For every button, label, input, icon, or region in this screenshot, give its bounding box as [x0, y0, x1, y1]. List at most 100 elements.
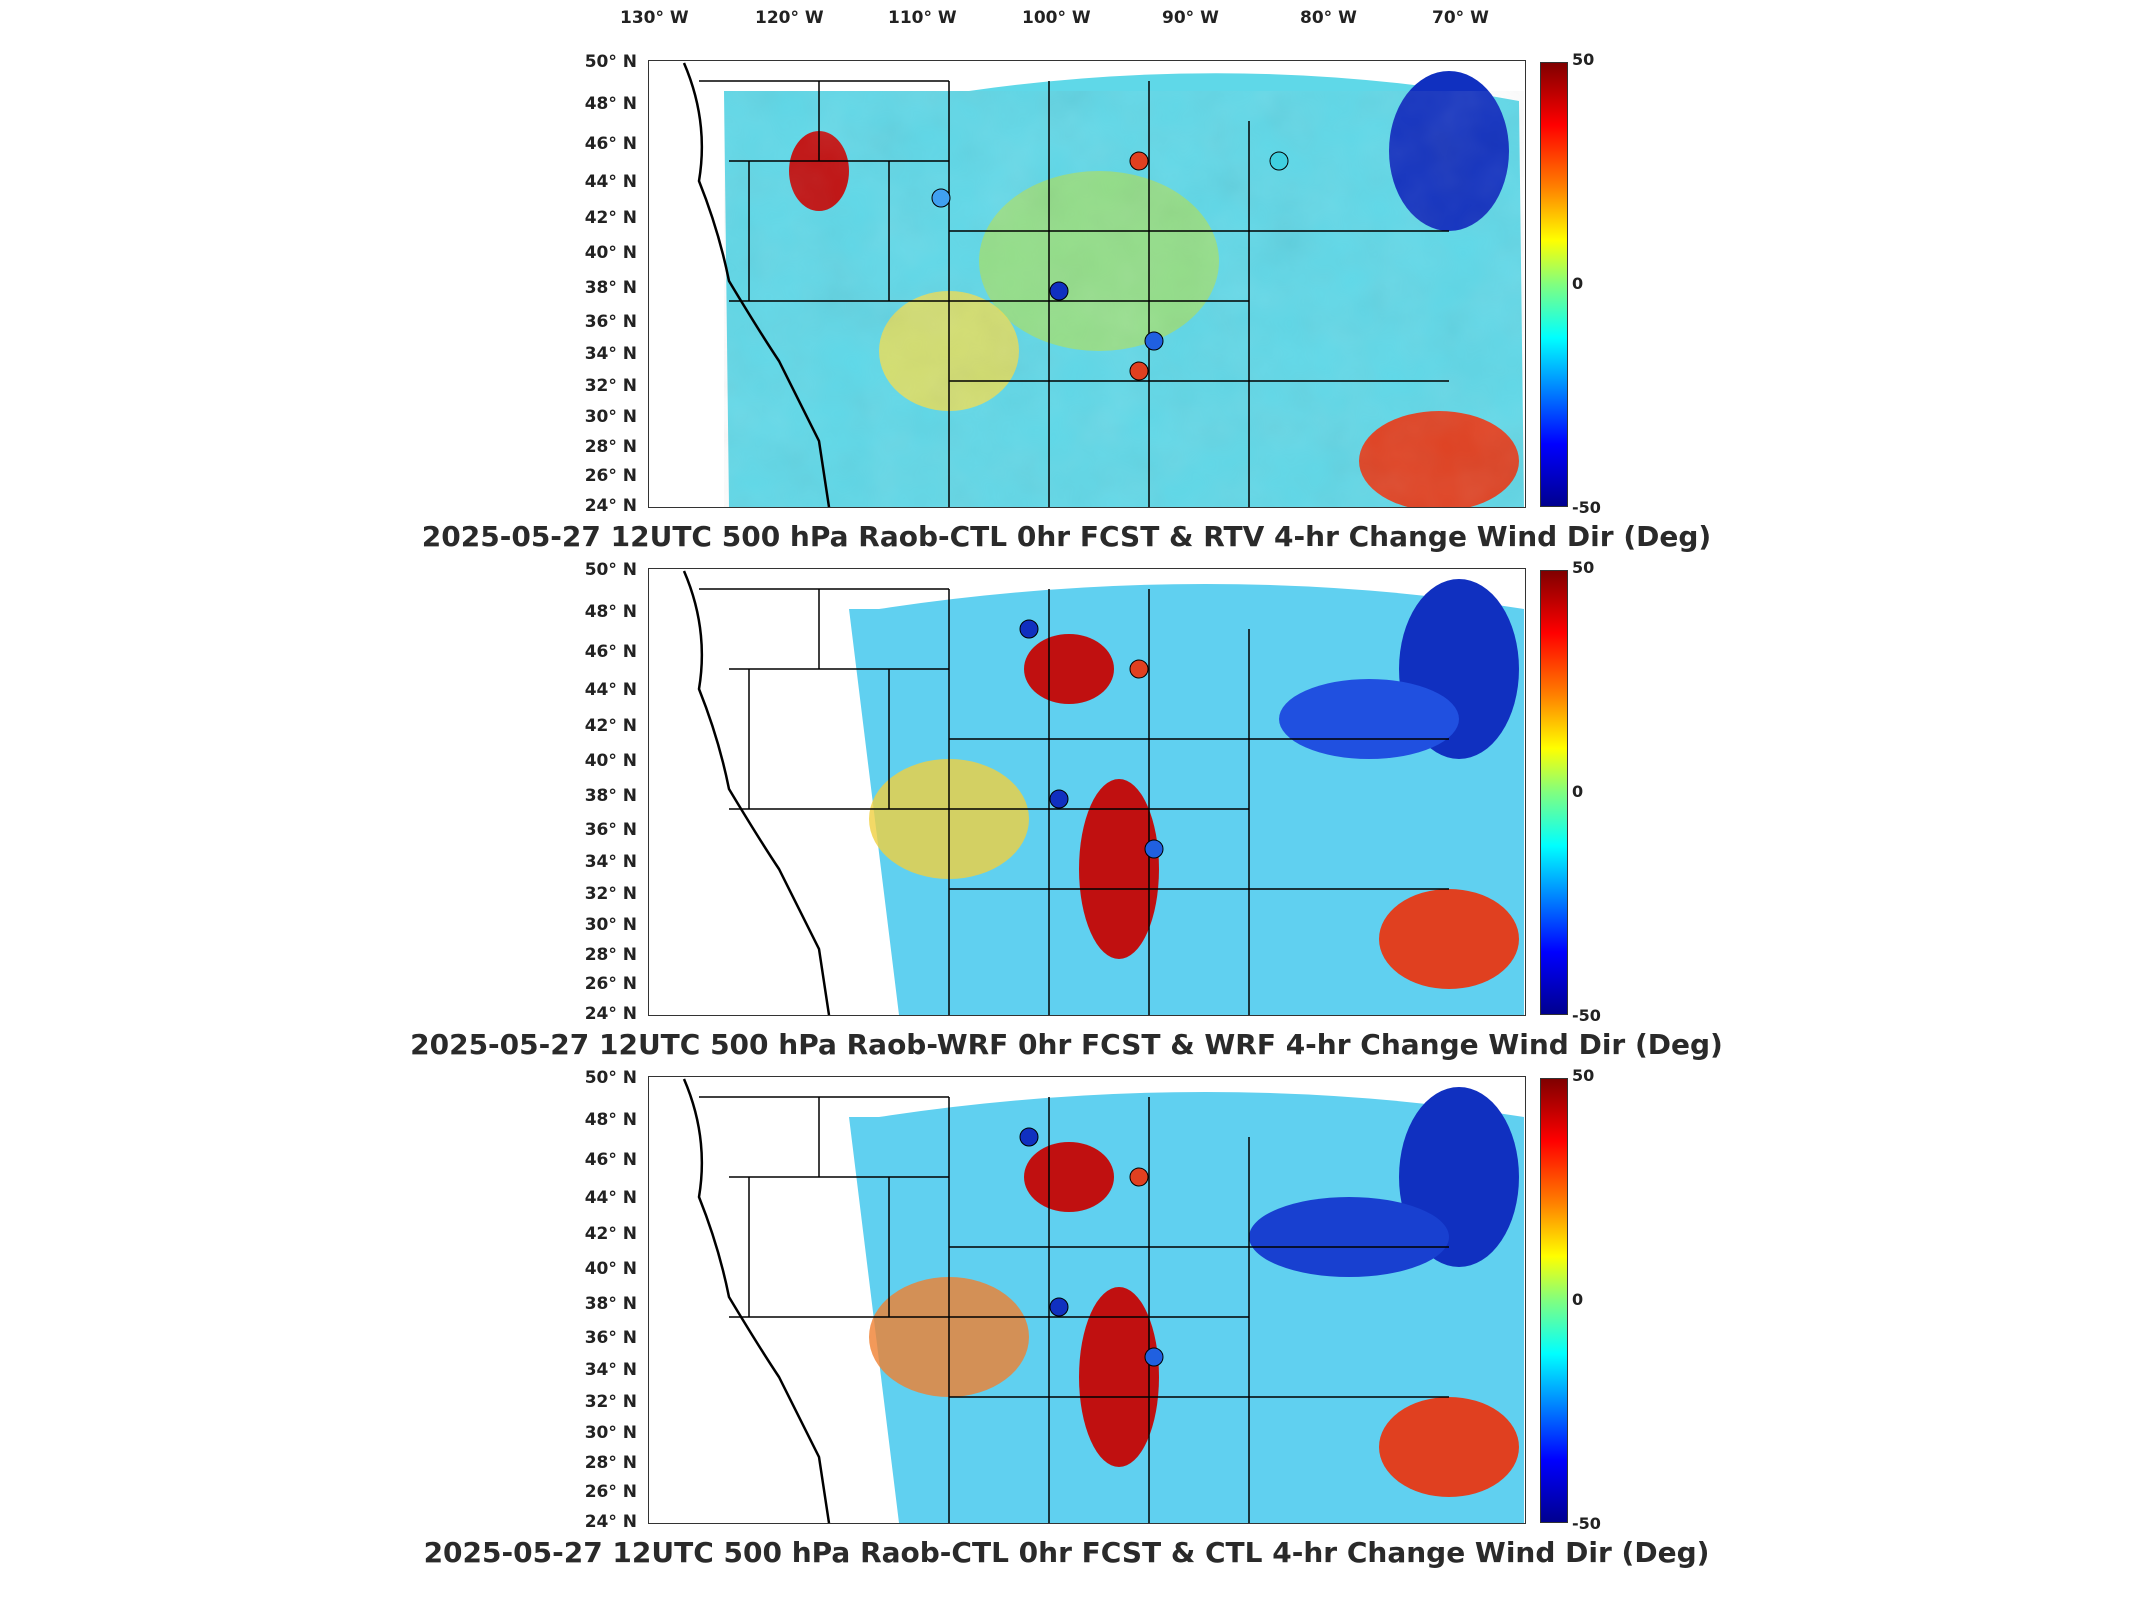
positive-anomaly: [1379, 889, 1519, 989]
positive-anomaly: [1079, 779, 1159, 959]
positive-anomaly: [789, 131, 849, 211]
lat-tick-label: 28° N: [584, 1453, 637, 1473]
positive-anomaly: [1379, 1397, 1519, 1497]
lat-tick-label: 40° N: [584, 751, 637, 771]
state-borders: [699, 1096, 1449, 1523]
state-borders: [699, 588, 1449, 1015]
lat-tick-label: 44° N: [584, 680, 637, 700]
colorbar-max-label: 50: [1572, 50, 1595, 69]
lat-tick-label: 50° N: [584, 52, 637, 72]
lat-tick-label: 42° N: [584, 716, 637, 736]
lat-tick-label: 44° N: [584, 172, 637, 192]
raob-station: [1049, 789, 1069, 809]
map-area: [648, 1076, 1526, 1524]
lat-tick-label: 50° N: [584, 560, 637, 580]
lat-tick-label: 30° N: [584, 407, 637, 427]
lat-tick-label: 38° N: [584, 786, 637, 806]
raob-station: [1129, 659, 1149, 679]
coastline: [682, 62, 831, 507]
lat-tick-label: 36° N: [584, 820, 637, 840]
lat-tick-label: 34° N: [584, 344, 637, 364]
lat-tick-label: 42° N: [584, 208, 637, 228]
raob-station: [1129, 1167, 1149, 1187]
positive-anomaly: [1079, 1287, 1159, 1467]
lat-tick-label: 38° N: [584, 1294, 637, 1314]
map-svg: [682, 62, 1524, 507]
lat-tick-label: 34° N: [584, 852, 637, 872]
colorbar-mid-label: 0: [1572, 1290, 1584, 1309]
lat-tick-label: 36° N: [584, 1328, 637, 1348]
positive-anomaly: [1359, 411, 1519, 507]
lon-tick-label: 100° W: [1022, 8, 1091, 28]
map-area: [648, 568, 1526, 1016]
lat-tick-label: 24° N: [584, 496, 637, 516]
lat-tick-label: 32° N: [584, 884, 637, 904]
lon-tick-label: 90° W: [1162, 8, 1219, 28]
raob-station: [931, 188, 951, 208]
lat-tick-label: 28° N: [584, 437, 637, 457]
colorbar-min-label: -50: [1572, 1006, 1601, 1025]
lat-tick-label: 26° N: [584, 974, 637, 994]
lon-tick-label: 120° W: [755, 8, 824, 28]
negative-anomaly: [1279, 679, 1459, 759]
colorbar-min-label: -50: [1572, 1514, 1601, 1533]
lat-tick-label: 34° N: [584, 1360, 637, 1380]
lat-tick-label: 48° N: [584, 94, 637, 114]
colorbar: [1540, 570, 1568, 1015]
map-svg: [682, 1078, 1524, 1523]
lat-tick-label: 32° N: [584, 1392, 637, 1412]
lat-tick-label: 36° N: [584, 312, 637, 332]
raob-station: [1129, 151, 1149, 171]
lat-tick-label: 40° N: [584, 243, 637, 263]
lat-tick-label: 30° N: [584, 1423, 637, 1443]
lat-tick-label: 30° N: [584, 915, 637, 935]
colorbar-max-label: 50: [1572, 558, 1595, 577]
colorbar-max-label: 50: [1572, 1066, 1595, 1085]
lat-tick-label: 46° N: [584, 1150, 637, 1170]
lat-tick-label: 24° N: [584, 1512, 637, 1532]
positive-anomaly: [1024, 1142, 1114, 1212]
lon-tick-label: 80° W: [1300, 8, 1357, 28]
lat-tick-label: 48° N: [584, 1110, 637, 1130]
lat-tick-label: 26° N: [584, 466, 637, 486]
lat-tick-label: 42° N: [584, 1224, 637, 1244]
lat-tick-label: 24° N: [584, 1004, 637, 1024]
lon-tick-label: 130° W: [620, 8, 689, 28]
negative-anomaly: [1389, 71, 1509, 231]
coastline: [682, 1078, 831, 1523]
lat-tick-label: 48° N: [584, 602, 637, 622]
colorbar-min-label: -50: [1572, 498, 1601, 517]
panel-title: 2025-05-27 12UTC 500 hPa Raob-WRF 0hr FC…: [410, 1028, 1723, 1061]
lon-tick-label: 70° W: [1432, 8, 1489, 28]
raob-station: [1144, 331, 1164, 351]
lat-tick-label: 38° N: [584, 278, 637, 298]
raob-station: [1019, 619, 1039, 639]
lat-tick-label: 50° N: [584, 1068, 637, 1088]
colorbar: [1540, 62, 1568, 507]
raob-station: [1144, 1347, 1164, 1367]
map-area: [648, 60, 1526, 508]
colorbar-mid-label: 0: [1572, 274, 1584, 293]
lon-tick-label: 110° W: [888, 8, 957, 28]
lat-tick-label: 44° N: [584, 1188, 637, 1208]
negative-anomaly: [1249, 1197, 1449, 1277]
positive-anomaly: [1024, 634, 1114, 704]
coastline: [682, 570, 831, 1015]
colorbar-mid-label: 0: [1572, 782, 1584, 801]
raob-station: [1269, 151, 1289, 171]
raob-station: [1049, 1297, 1069, 1317]
panel-title: 2025-05-27 12UTC 500 hPa Raob-CTL 0hr FC…: [423, 1536, 1710, 1569]
lat-tick-label: 26° N: [584, 1482, 637, 1502]
raob-station: [1129, 361, 1149, 381]
raob-station: [1049, 281, 1069, 301]
lat-tick-label: 28° N: [584, 945, 637, 965]
raob-station: [1144, 839, 1164, 859]
lat-tick-label: 40° N: [584, 1259, 637, 1279]
lat-tick-label: 46° N: [584, 642, 637, 662]
neutral-region: [979, 171, 1219, 351]
colorbar: [1540, 1078, 1568, 1523]
raob-station: [1019, 1127, 1039, 1147]
state-borders: [699, 80, 1449, 507]
lat-tick-label: 46° N: [584, 134, 637, 154]
map-svg: [682, 570, 1524, 1015]
